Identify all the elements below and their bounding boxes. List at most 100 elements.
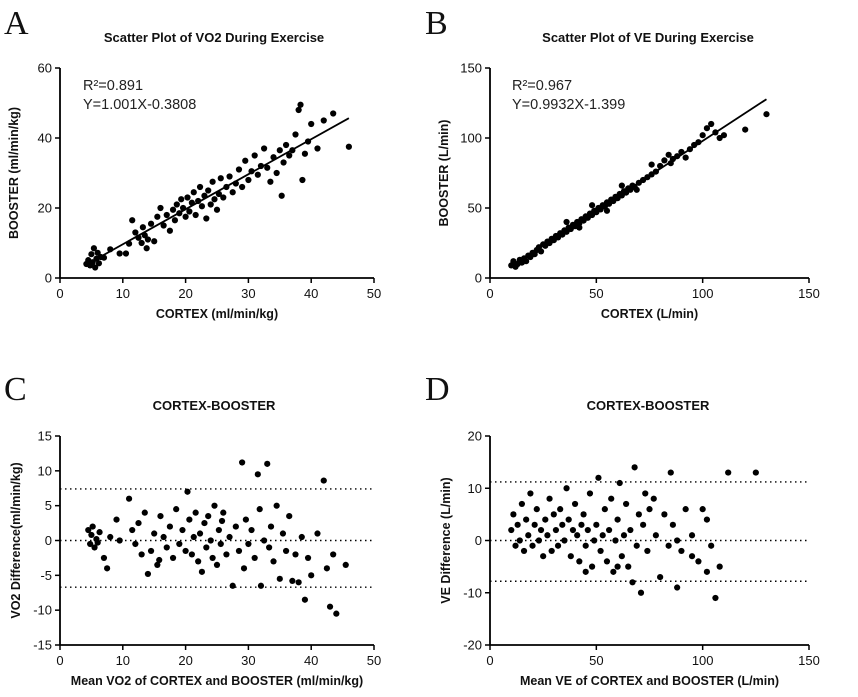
data-point <box>703 568 711 575</box>
data-point <box>273 502 280 509</box>
x-tick-label: 0 <box>56 653 63 668</box>
data-point <box>299 176 306 184</box>
data-point <box>90 245 98 252</box>
x-tick-label: 30 <box>241 653 255 668</box>
data-point <box>586 490 594 497</box>
data-point <box>163 544 170 551</box>
data-point <box>546 495 553 502</box>
data-point <box>686 146 694 153</box>
data-point <box>154 213 161 220</box>
data-point <box>708 542 715 549</box>
data-point <box>196 183 204 191</box>
data-point <box>261 145 268 152</box>
data-point <box>308 120 315 128</box>
data-point <box>584 526 591 534</box>
x-tick-label: 10 <box>116 653 130 668</box>
x-tick-label: 30 <box>241 286 255 301</box>
data-point <box>151 530 158 537</box>
data-point <box>623 500 630 508</box>
data-point <box>333 610 340 617</box>
data-point <box>209 178 216 185</box>
data-point <box>571 500 579 508</box>
data-point <box>652 532 659 539</box>
data-point <box>330 551 337 558</box>
data-point <box>256 506 263 513</box>
data-point <box>578 521 585 528</box>
data-point <box>85 526 92 534</box>
data-point <box>220 194 227 201</box>
x-tick-label: 0 <box>486 286 493 301</box>
data-point <box>699 132 706 139</box>
x-tick-label: 50 <box>589 286 603 301</box>
data-point <box>618 553 625 560</box>
data-point <box>601 506 608 513</box>
panel-letter: A <box>4 5 29 42</box>
data-point <box>625 563 632 570</box>
data-point <box>129 217 136 224</box>
data-point <box>276 147 283 154</box>
data-point <box>674 537 681 544</box>
data-point <box>173 506 180 513</box>
data-point <box>203 215 210 222</box>
y-tick-label: 0 <box>45 533 52 548</box>
data-point <box>678 547 685 555</box>
data-point <box>652 168 659 175</box>
x-tick-label: 40 <box>304 286 318 301</box>
panel-A: A Scatter Plot of VO2 During Exercise 0 10 2… <box>4 5 381 321</box>
x-tick-label: 0 <box>56 286 63 301</box>
y-tick-label: 15 <box>38 429 52 444</box>
data-point <box>215 526 222 534</box>
data-point <box>540 553 547 560</box>
data-point <box>657 573 664 581</box>
data-point <box>648 161 655 168</box>
data-point <box>264 460 271 467</box>
data-point <box>580 511 587 518</box>
data-point <box>742 126 749 133</box>
data-point <box>610 568 617 575</box>
data-point <box>576 558 583 565</box>
data-point <box>248 526 255 534</box>
y-axis-label: VO2 Difference(ml/min/kg) <box>9 462 23 618</box>
y-tick-label: 0 <box>45 271 52 286</box>
data-point <box>614 516 621 523</box>
data-point <box>254 171 261 178</box>
data-point <box>163 211 170 219</box>
data-point <box>665 151 672 158</box>
data-point <box>642 490 649 497</box>
data-point <box>125 495 133 502</box>
data-point <box>554 542 562 549</box>
data-point <box>599 532 606 539</box>
data-point <box>215 190 222 198</box>
data-point <box>217 540 224 548</box>
data-point <box>113 516 120 523</box>
data-point <box>129 526 136 534</box>
data-point <box>308 572 315 579</box>
data-point <box>169 554 177 562</box>
x-tick-label: 20 <box>178 653 192 668</box>
data-point <box>597 547 604 555</box>
data-point <box>595 474 602 481</box>
data-point <box>132 540 139 548</box>
panel-B: B Scatter Plot of VE During Exercise 0 50 10… <box>425 5 820 321</box>
data-point <box>211 196 218 203</box>
data-point <box>157 513 164 520</box>
data-point <box>295 106 302 114</box>
data-point <box>614 563 621 570</box>
data-point <box>201 192 208 199</box>
y-tick-label: 150 <box>460 61 482 76</box>
data-point <box>122 250 130 257</box>
data-point <box>708 120 715 128</box>
data-point <box>514 521 521 528</box>
data-point <box>314 145 321 152</box>
data-point <box>220 509 227 516</box>
data-point <box>525 532 532 539</box>
data-point <box>242 157 249 164</box>
data-point <box>542 516 549 523</box>
data-point <box>173 201 180 208</box>
data-point <box>712 129 719 136</box>
data-point <box>100 554 108 562</box>
data-point <box>544 532 551 539</box>
x-tick-label: 50 <box>367 653 381 668</box>
y-tick-label: 50 <box>468 201 482 216</box>
data-point <box>616 479 623 487</box>
